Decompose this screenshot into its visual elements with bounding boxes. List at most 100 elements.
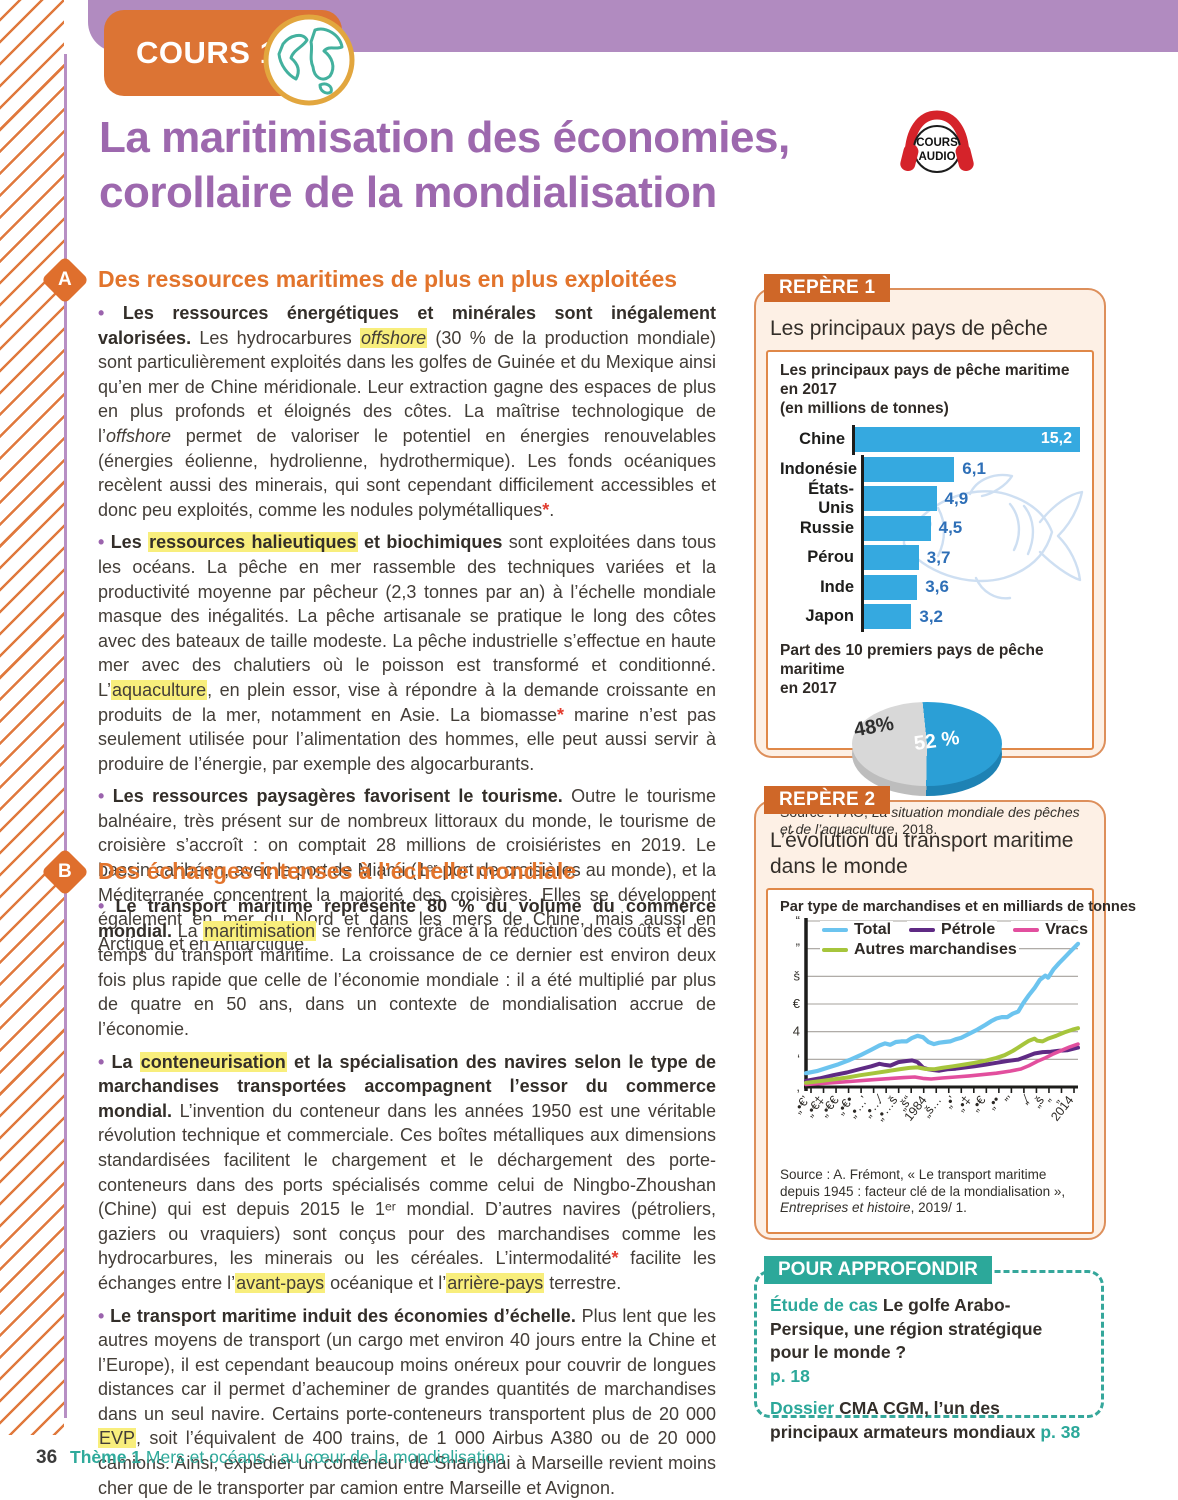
footer-theme-label: Thème 1 bbox=[70, 1447, 142, 1467]
approfondir-label: POUR APPROFONDIR bbox=[764, 1256, 992, 1284]
page-title-line1: La maritimisation des économies, bbox=[99, 113, 790, 162]
section-a-body: • Les ressources énergétiques et minéral… bbox=[98, 301, 716, 964]
approfondir-content: Étude de cas Le golfe Arabo-Persique, un… bbox=[770, 1294, 1086, 1453]
bar-track: 6,1 bbox=[861, 454, 1080, 484]
globe-icon bbox=[263, 14, 355, 106]
audio-label-line1: COURS bbox=[916, 137, 958, 149]
bar-track: 3,2 bbox=[861, 602, 1080, 632]
bar-row: Pérou 3,7 bbox=[780, 543, 1080, 573]
bar-value: 4,9 bbox=[944, 488, 969, 508]
approfondir-box bbox=[754, 1270, 1104, 1418]
svg-text:‘: ‘ bbox=[797, 1051, 800, 1066]
pie-title-line2: en 2017 bbox=[780, 679, 837, 697]
repere2-title-line2: dans le monde bbox=[770, 855, 908, 878]
svg-text:,: , bbox=[796, 1079, 800, 1094]
fish-watermark-icon bbox=[902, 473, 1084, 600]
paragraph: • Les ressources énergétiques et minéral… bbox=[98, 303, 717, 520]
cours-audio-button[interactable]: COURS AUDIO bbox=[897, 104, 977, 178]
left-hatch-decoration bbox=[0, 0, 64, 1435]
section-a-letter: A bbox=[58, 268, 72, 290]
bar-category-label: Japon bbox=[805, 607, 854, 626]
svg-text:„••: „•• bbox=[984, 1093, 1003, 1112]
headphones-band-icon bbox=[904, 110, 970, 163]
svg-text:€: € bbox=[793, 996, 801, 1011]
page-title: La maritimisation des économies, corolla… bbox=[99, 110, 790, 220]
bar-row: Russie 4,5 bbox=[780, 513, 1080, 543]
svg-text:”: ” bbox=[796, 941, 800, 956]
bar-category-label: Chine bbox=[799, 430, 845, 449]
bar-track: 3,6 bbox=[861, 572, 1080, 602]
bar-track: 3,7 bbox=[861, 543, 1080, 573]
bar-value: 6,1 bbox=[962, 459, 986, 479]
bar-category-label: Pérou bbox=[807, 548, 854, 567]
bar bbox=[864, 604, 912, 630]
bar-value: 3,7 bbox=[926, 547, 951, 567]
section-b-letter: B bbox=[58, 860, 72, 882]
bar-row: Japon 3,2 bbox=[780, 602, 1080, 632]
svg-text:4: 4 bbox=[793, 1024, 800, 1039]
legend-swatch-icon bbox=[822, 927, 848, 933]
svg-text:„š: „š bbox=[1030, 1093, 1047, 1110]
section-b-body: • Le transport maritime représente 80 % … bbox=[98, 894, 716, 1500]
repere2-title: L’évolution du transport maritime dans l… bbox=[770, 828, 1074, 880]
bar-chart-title-line2: (en millions de tonnes) bbox=[780, 400, 949, 417]
approfondir-item-dossier[interactable]: Dossier CMA CGM, l’un des principaux arm… bbox=[770, 1398, 1081, 1442]
svg-text:”’: ”’ bbox=[1002, 1093, 1017, 1107]
bar bbox=[864, 515, 931, 541]
bar-track: 15,2 bbox=[852, 425, 1080, 455]
legend-label: Autres marchandises bbox=[854, 941, 1017, 958]
left-purple-rule bbox=[64, 54, 67, 1418]
earcup-right-icon bbox=[955, 144, 974, 172]
bar-chart-title-line1: Les principaux pays de pêche maritime en… bbox=[780, 362, 1070, 398]
page-title-line2: corollaire de la mondialisation bbox=[99, 168, 717, 217]
legend-swatch-icon bbox=[1013, 927, 1040, 933]
paragraph: • Les ressources paysagères favorisent l… bbox=[98, 786, 716, 954]
bar-row: Inde 3,6 bbox=[780, 572, 1080, 602]
bar bbox=[864, 486, 937, 512]
bar-value: 15,2 bbox=[1040, 430, 1072, 448]
repere2-chart-panel: Par type de marchandises et en milliards… bbox=[766, 888, 1136, 1234]
earcup-left-icon bbox=[900, 144, 919, 172]
bar-track: 4,5 bbox=[861, 513, 1080, 543]
legend-item: Vracs bbox=[1011, 921, 1090, 939]
approfondir-item-etude[interactable]: Étude de cas Le golfe Arabo-Persique, un… bbox=[770, 1295, 1043, 1386]
pie-chart: 48% 52 % bbox=[780, 700, 1080, 800]
cours-badge-label: COURS 1 bbox=[136, 35, 278, 70]
footer-theme-text: Mers et océans : au cœur de la mondialis… bbox=[145, 1447, 505, 1467]
pie-title-line1: Part des 10 premiers pays de pêche marit… bbox=[780, 641, 1044, 678]
bar bbox=[864, 456, 955, 482]
legend-label: Pétrole bbox=[941, 921, 996, 938]
bar-category-label: Russie bbox=[799, 518, 854, 537]
pie-wrapper: 48% 52 % bbox=[852, 701, 1002, 798]
legend-item: Autres marchandises bbox=[820, 941, 1019, 959]
bar-track: 4,9 bbox=[861, 484, 1080, 514]
section-a-heading: Des ressources maritimes de plus en plus… bbox=[98, 266, 678, 292]
repere1-title: Les principaux pays de pêche bbox=[770, 317, 1048, 340]
legend-item: Pétrole bbox=[907, 921, 998, 939]
bar-category-label: Inde bbox=[820, 577, 854, 596]
repere2-source: Source : A. Frémont, « Le transport mari… bbox=[780, 1167, 1066, 1215]
repere2-title-line1: L’évolution du transport maritime bbox=[770, 829, 1074, 852]
repere1-chart-panel: Les principaux pays de pêche maritime en… bbox=[766, 350, 1094, 837]
line-chart-legend: Total Pétrole Vracs Autres marchandises bbox=[780, 921, 1100, 959]
bar: 15,2 bbox=[855, 427, 1080, 453]
paragraph: • Le transport maritime induit des écono… bbox=[98, 1305, 716, 1498]
audio-label-circle bbox=[913, 125, 961, 173]
page-footer: 36 Thème 1 Mers et océans : au cœur de l… bbox=[36, 1447, 505, 1469]
paragraph: • Les ressources halieutiques et biochim… bbox=[98, 532, 716, 774]
pie-top-layer bbox=[852, 701, 1002, 786]
svg-text:“: “ bbox=[796, 915, 800, 928]
bar-value: 3,2 bbox=[919, 606, 943, 626]
page-number: 36 bbox=[36, 1447, 58, 1468]
fishing-bar-chart: Chine 15,2 Indonésie 6,1 États-Unis 4,9 Russie… bbox=[780, 425, 1080, 632]
repere2-label: REPÈRE 2 bbox=[764, 786, 891, 814]
section-b-heading: Des échanges intenses à l’échelle mondia… bbox=[98, 858, 577, 884]
audio-label-line2: AUDIO bbox=[918, 151, 955, 163]
bar-row: Chine 15,2 bbox=[780, 425, 1080, 455]
legend-item: Total bbox=[820, 921, 894, 939]
legend-label: Vracs bbox=[1045, 921, 1088, 938]
bar-value: 4,5 bbox=[938, 518, 963, 538]
bar bbox=[864, 545, 919, 571]
bar-row: Indonésie 6,1 bbox=[780, 454, 1080, 484]
